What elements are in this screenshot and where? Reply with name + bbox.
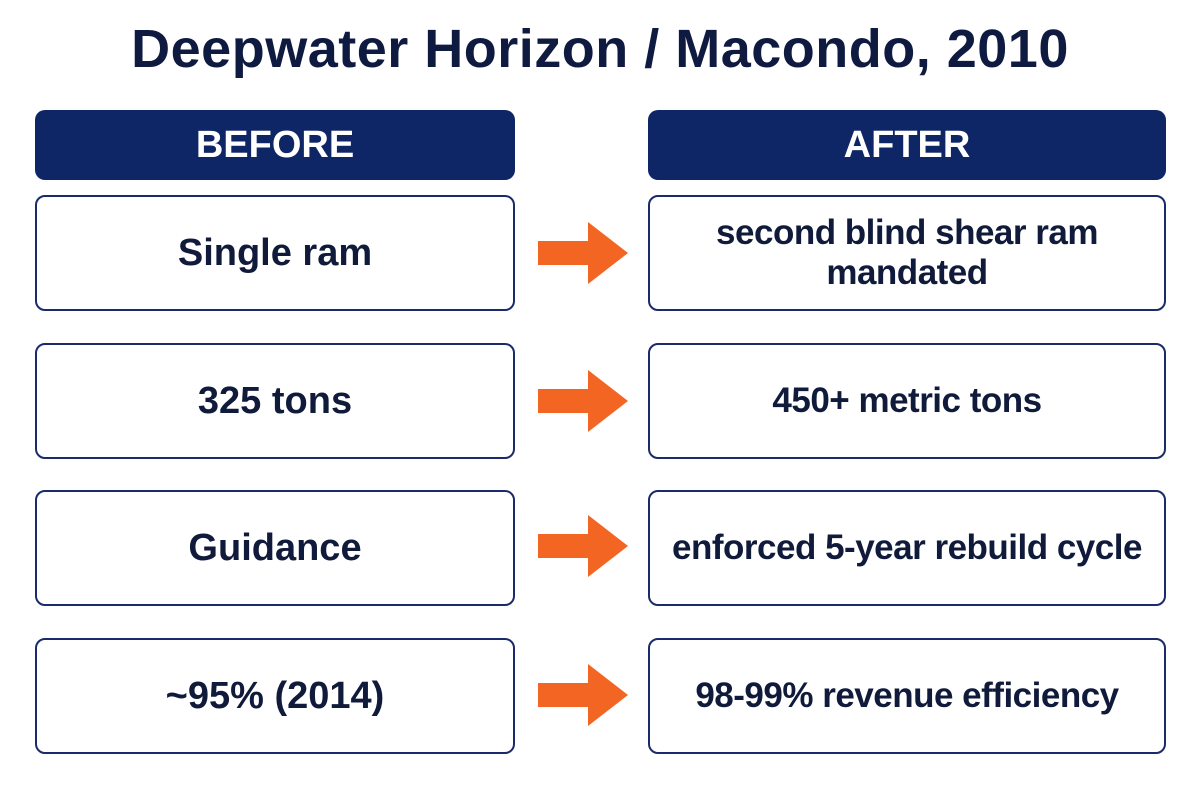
- before-box-1: Single ram: [35, 195, 515, 311]
- after-header: AFTER: [648, 110, 1166, 180]
- before-box-2: 325 tons: [35, 343, 515, 459]
- after-box-1: second blind shear ram mandated: [648, 195, 1166, 311]
- page-title: Deepwater Horizon / Macondo, 2010: [131, 19, 1069, 79]
- before-box-3: Guidance: [35, 490, 515, 606]
- before-box-4: ~95% (2014): [35, 638, 515, 754]
- before-header: BEFORE: [35, 110, 515, 180]
- right-arrow-icon: [538, 370, 628, 432]
- right-arrow-icon: [538, 664, 628, 726]
- after-box-4: 98-99% revenue efficiency: [648, 638, 1166, 754]
- right-arrow-icon: [538, 222, 628, 284]
- after-box-3: enforced 5-year rebuild cycle: [648, 490, 1166, 606]
- right-arrow-icon: [538, 515, 628, 577]
- after-box-2: 450+ metric tons: [648, 343, 1166, 459]
